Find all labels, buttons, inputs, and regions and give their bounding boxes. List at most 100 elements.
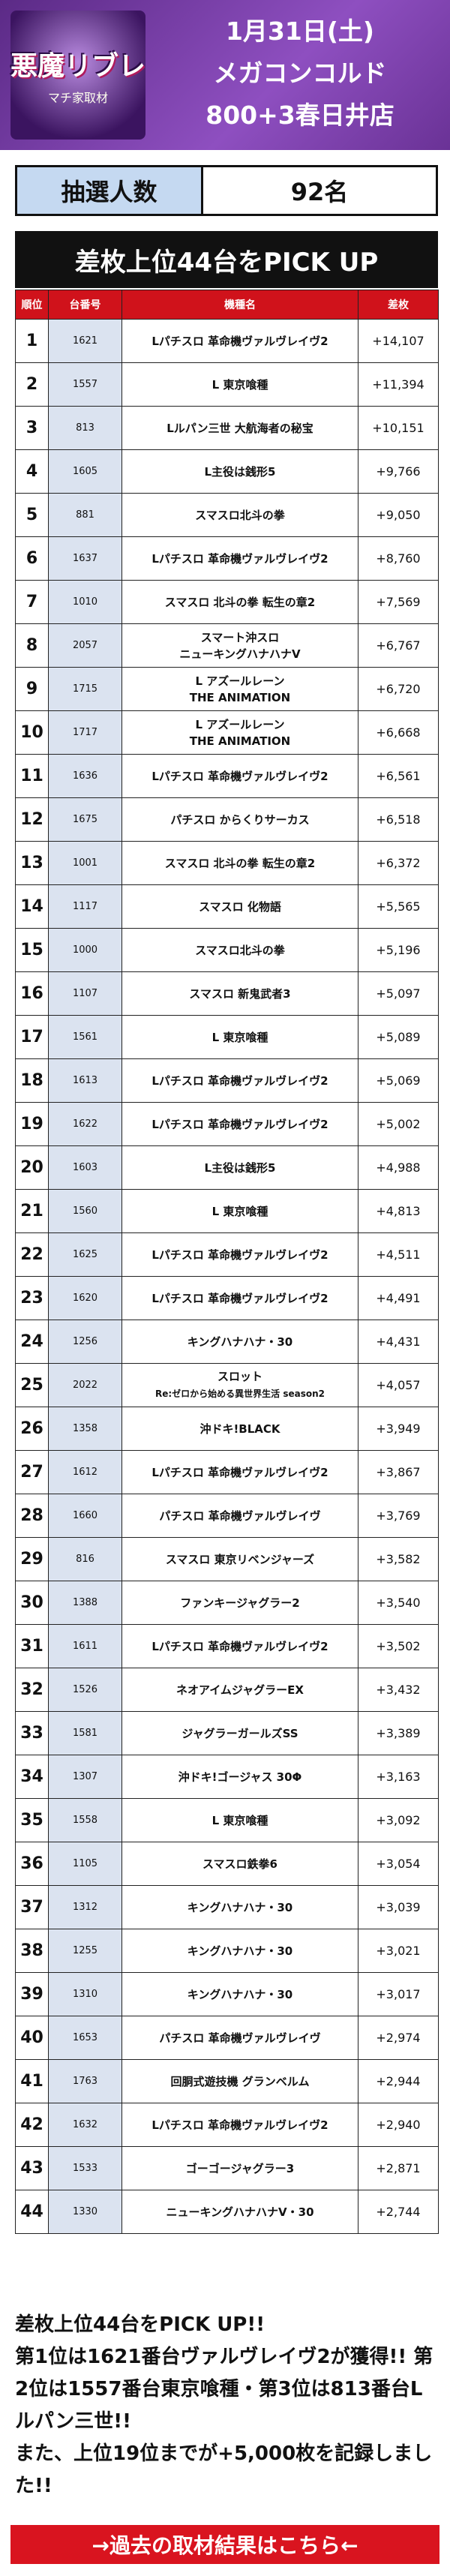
row: 12 1675 パチスロ からくりサーカス +6,518 (15, 797, 439, 842)
logo-text: 悪魔リブレ (10, 51, 146, 82)
machine-name: Lパチスロ 革命機ヴァルヴレイヴ2 (122, 1276, 358, 1320)
machine-number: 1611 (48, 1624, 122, 1668)
machine-name: キングハナハナ・30 (122, 1972, 358, 2016)
machine-number: 1763 (48, 2059, 122, 2103)
difference: +8,760 (358, 536, 439, 581)
difference: +4,491 (358, 1276, 439, 1320)
difference: +6,668 (358, 710, 439, 755)
rank: 31 (15, 1624, 49, 1668)
machine-name: ニューキングハナハナV・30 (122, 2190, 358, 2234)
difference: +5,565 (358, 884, 439, 929)
machine-name: スマスロ鉄拳6 (122, 1842, 358, 1886)
rank: 9 (15, 667, 49, 711)
machine-name: Lパチスロ 革命機ヴァルヴレイヴ2 (122, 754, 358, 798)
name-line: Lパチスロ 革命機ヴァルヴレイヴ2 (152, 1639, 328, 1653)
name-line: Lルパン三世 大航海者の秘宝 (166, 421, 314, 435)
rank: 27 (15, 1450, 49, 1494)
difference: +3,389 (358, 1711, 439, 1755)
name-line: ニューキングハナハナV (179, 647, 301, 661)
machine-name: Lパチスロ 革命機ヴァルヴレイヴ2 (122, 2103, 358, 2147)
summary-line: 第1位は1621番台ヴァルヴレイヴ2が獲得!! 第2位は1557番台東京喰種・第… (15, 2346, 434, 2433)
name-line: L アズールレーン (195, 674, 285, 688)
machine-name: キングハナハナ・30 (122, 1885, 358, 1929)
row: 26 1358 沖ドキ!BLACK +3,949 (15, 1407, 439, 1451)
rank: 26 (15, 1407, 49, 1451)
row: 4 1605 L主役は銭形5 +9,766 (15, 449, 439, 494)
machine-name: Lルパン三世 大航海者の秘宝 (122, 406, 358, 450)
row: 15 1000 スマスロ北斗の拳 +5,196 (15, 928, 439, 972)
difference: +2,744 (358, 2190, 439, 2234)
row: 2 1557 L 東京喰種 +11,394 (15, 362, 439, 407)
rank: 25 (15, 1363, 49, 1407)
rank: 16 (15, 971, 49, 1016)
rank: 22 (15, 1232, 49, 1277)
rank: 12 (15, 797, 49, 842)
machine-number: 816 (48, 1537, 122, 1581)
name-line: スマート沖スロ (200, 630, 280, 644)
row: 16 1107 スマスロ 新鬼武者3 +5,097 (15, 971, 439, 1016)
machine-name: ゴーゴージャグラー3 (122, 2146, 358, 2190)
difference: +5,089 (358, 1015, 439, 1059)
name-line: THE ANIMATION (189, 734, 291, 748)
machine-number: 1310 (48, 1972, 122, 2016)
machine-name: キングハナハナ・30 (122, 1929, 358, 1973)
row: 30 1388 ファンキージャグラー2 +3,540 (15, 1581, 439, 1625)
row: 23 1620 Lパチスロ 革命機ヴァルヴレイヴ2 +4,491 (15, 1276, 439, 1320)
machine-number: 1622 (48, 1102, 122, 1146)
row: 9 1715 L アズールレーン THE ANIMATION +6,720 (15, 667, 439, 711)
machine-number: 1581 (48, 1711, 122, 1755)
rank: 42 (15, 2103, 49, 2147)
name-line: L 東京喰種 (212, 1813, 268, 1827)
difference: +5,069 (358, 1058, 439, 1103)
name-line: パチスロ 革命機ヴァルヴレイヴ (159, 1509, 321, 1523)
machine-number: 1000 (48, 928, 122, 972)
machine-name: L アズールレーン THE ANIMATION (122, 667, 358, 711)
row: 11 1636 Lパチスロ 革命機ヴァルヴレイヴ2 +6,561 (15, 754, 439, 798)
summary-line: また、上位19位までが+5,000枚を記録しました!! (15, 2442, 433, 2497)
machine-name: L 東京喰種 (122, 1798, 358, 1842)
name-line: スマスロ 東京リベンジャーズ (165, 1552, 315, 1566)
row: 13 1001 スマスロ 北斗の拳 転生の章2 +6,372 (15, 841, 439, 885)
name-line: スマスロ 北斗の拳 転生の章2 (164, 595, 316, 609)
machine-number: 2057 (48, 623, 122, 668)
store: メガコンコルド (213, 59, 387, 88)
row: 33 1581 ジャグラーガールズSS +3,389 (15, 1711, 439, 1755)
row: 39 1310 キングハナハナ・30 +3,017 (15, 1972, 439, 2016)
row: 5 881 スマスロ北斗の拳 +9,050 (15, 493, 439, 537)
name-line: Lパチスロ 革命機ヴァルヴレイヴ2 (152, 769, 328, 783)
rank: 5 (15, 493, 49, 537)
difference: +10,151 (358, 406, 439, 450)
difference: +5,002 (358, 1102, 439, 1146)
past-results-link[interactable]: →過去の取材結果はこちら← (10, 2525, 440, 2564)
machine-number: 1001 (48, 841, 122, 885)
rank: 34 (15, 1755, 49, 1799)
difference: +3,163 (358, 1755, 439, 1799)
row: 6 1637 Lパチスロ 革命機ヴァルヴレイヴ2 +8,760 (15, 536, 439, 581)
machine-name: Lパチスロ 革命機ヴァルヴレイヴ2 (122, 1058, 358, 1103)
machine-name: パチスロ 革命機ヴァルヴレイヴ (122, 2016, 358, 2060)
ranking-table: 順位 台番号 機種名 差枚 1 1621 Lパチスロ 革命機ヴァルヴレイヴ2 +14,107… (15, 290, 439, 2234)
rank: 1 (15, 319, 49, 363)
rank: 18 (15, 1058, 49, 1103)
name-line: ネオアイムジャグラーEX (176, 1683, 304, 1697)
machine-number: 1010 (48, 580, 122, 624)
machine-number: 1636 (48, 754, 122, 798)
difference: +4,813 (358, 1189, 439, 1233)
rank: 32 (15, 1668, 49, 1712)
machine-number: 1717 (48, 710, 122, 755)
machine-name: パチスロ からくりサーカス (122, 797, 358, 842)
rank: 13 (15, 841, 49, 885)
row: 44 1330 ニューキングハナハナV・30 +2,744 (15, 2190, 439, 2234)
row: 34 1307 沖ドキ!ゴージャス 30Φ +3,163 (15, 1755, 439, 1799)
header-row: 順位 台番号 機種名 差枚 (15, 290, 439, 320)
machine-name: Lパチスロ 革命機ヴァルヴレイヴ2 (122, 536, 358, 581)
machine-number: 1660 (48, 1494, 122, 1538)
difference: +4,988 (358, 1145, 439, 1190)
machine-number: 1653 (48, 2016, 122, 2060)
difference: +3,582 (358, 1537, 439, 1581)
row: 17 1561 L 東京喰種 +5,089 (15, 1015, 439, 1059)
name-line: L主役は銭形5 (204, 1160, 276, 1175)
date: 1月31日(土) (225, 17, 375, 46)
summary: 差枚上位44台をPICK UP!! 第1位は1621番台ヴァルヴレイヴ2が獲得!!… (15, 2309, 435, 2502)
row: 18 1613 Lパチスロ 革命機ヴァルヴレイヴ2 +5,069 (15, 1058, 439, 1103)
